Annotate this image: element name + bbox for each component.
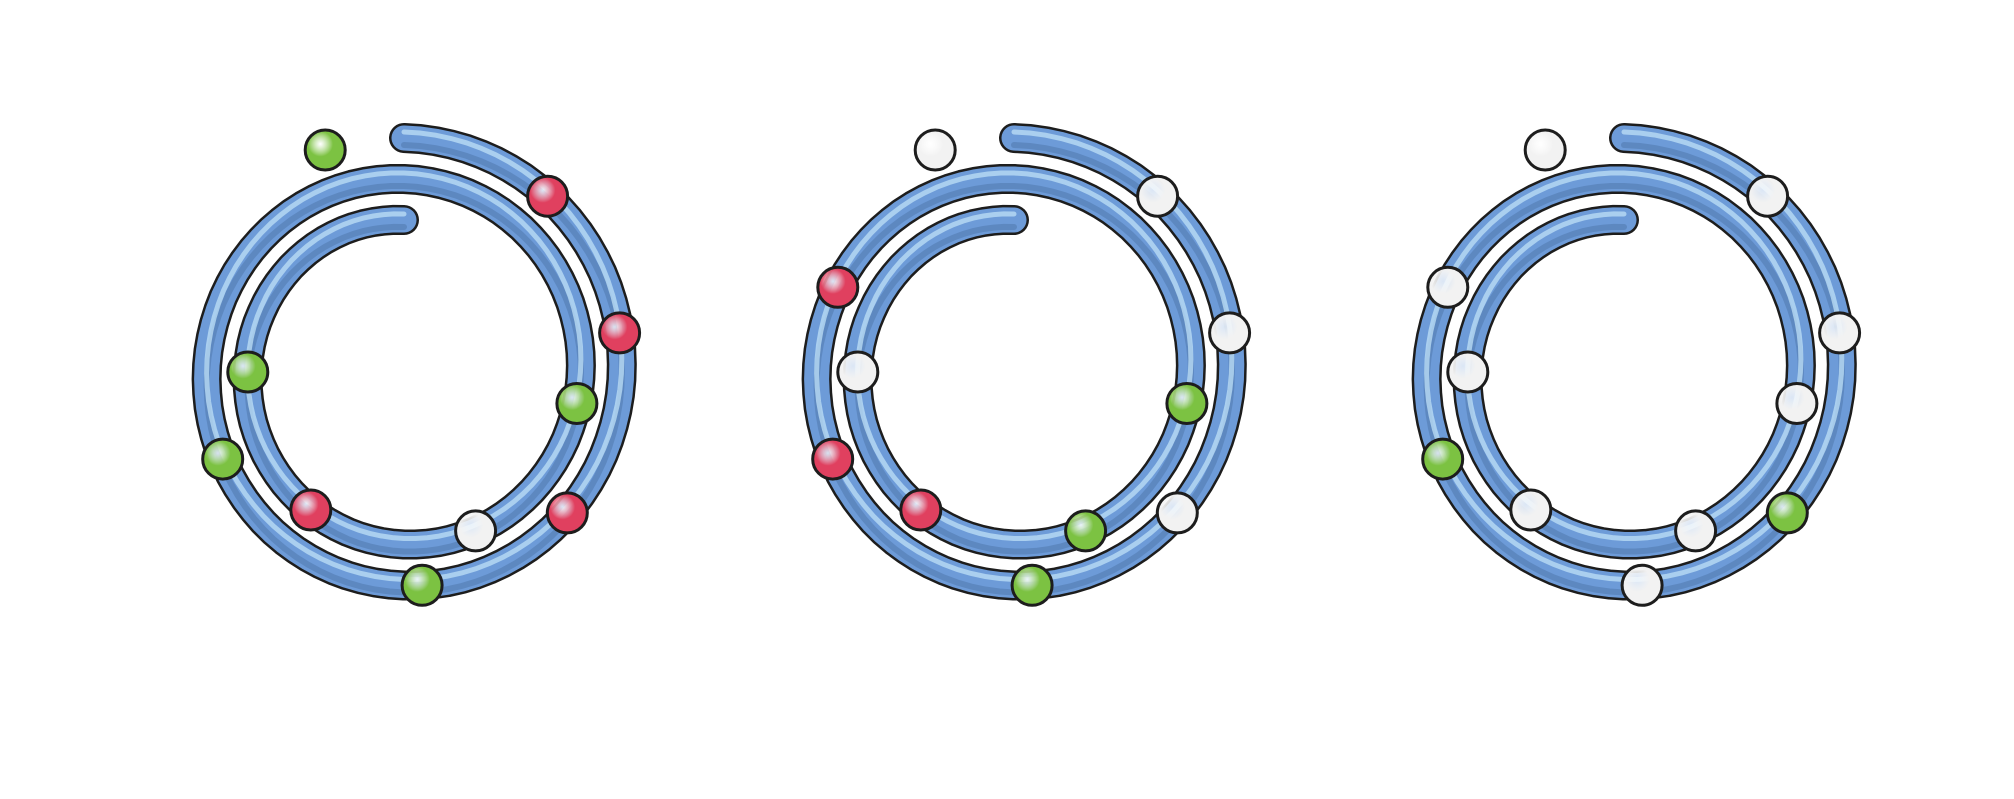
white-bead xyxy=(1674,509,1718,553)
green-bead xyxy=(1064,509,1108,553)
white-bead xyxy=(454,509,498,553)
white-bead xyxy=(913,128,957,172)
red-bead xyxy=(598,311,642,355)
white-bead xyxy=(1775,382,1819,425)
spiral-tube xyxy=(191,123,637,601)
red-bead xyxy=(899,488,943,532)
red-bead xyxy=(811,437,855,481)
white-bead xyxy=(1208,311,1252,355)
white-bead xyxy=(1446,350,1490,394)
red-bead xyxy=(816,265,860,309)
green-bead xyxy=(1765,491,1809,535)
white-bead xyxy=(1426,265,1470,309)
green-bead xyxy=(303,128,347,172)
green-bead xyxy=(1421,437,1465,481)
white-bead xyxy=(1509,488,1553,532)
coil-2 xyxy=(801,123,1252,607)
green-bead xyxy=(226,350,270,394)
white-bead xyxy=(1746,174,1790,218)
red-bead xyxy=(289,488,333,532)
white-bead xyxy=(1818,311,1862,355)
white-bead xyxy=(1155,491,1199,535)
coil-3 xyxy=(1411,123,1862,607)
white-bead xyxy=(1620,563,1664,607)
spiral-tube xyxy=(801,123,1247,601)
spiral-tube xyxy=(1411,123,1857,601)
green-bead xyxy=(201,437,245,481)
coil-1 xyxy=(191,123,642,607)
green-bead xyxy=(1165,382,1209,425)
green-bead xyxy=(555,382,599,425)
red-bead xyxy=(526,174,570,218)
green-bead xyxy=(1010,563,1054,607)
white-bead xyxy=(1523,128,1567,172)
white-bead xyxy=(836,350,880,394)
red-bead xyxy=(545,491,589,535)
white-bead xyxy=(1136,174,1180,218)
green-bead xyxy=(400,563,444,607)
